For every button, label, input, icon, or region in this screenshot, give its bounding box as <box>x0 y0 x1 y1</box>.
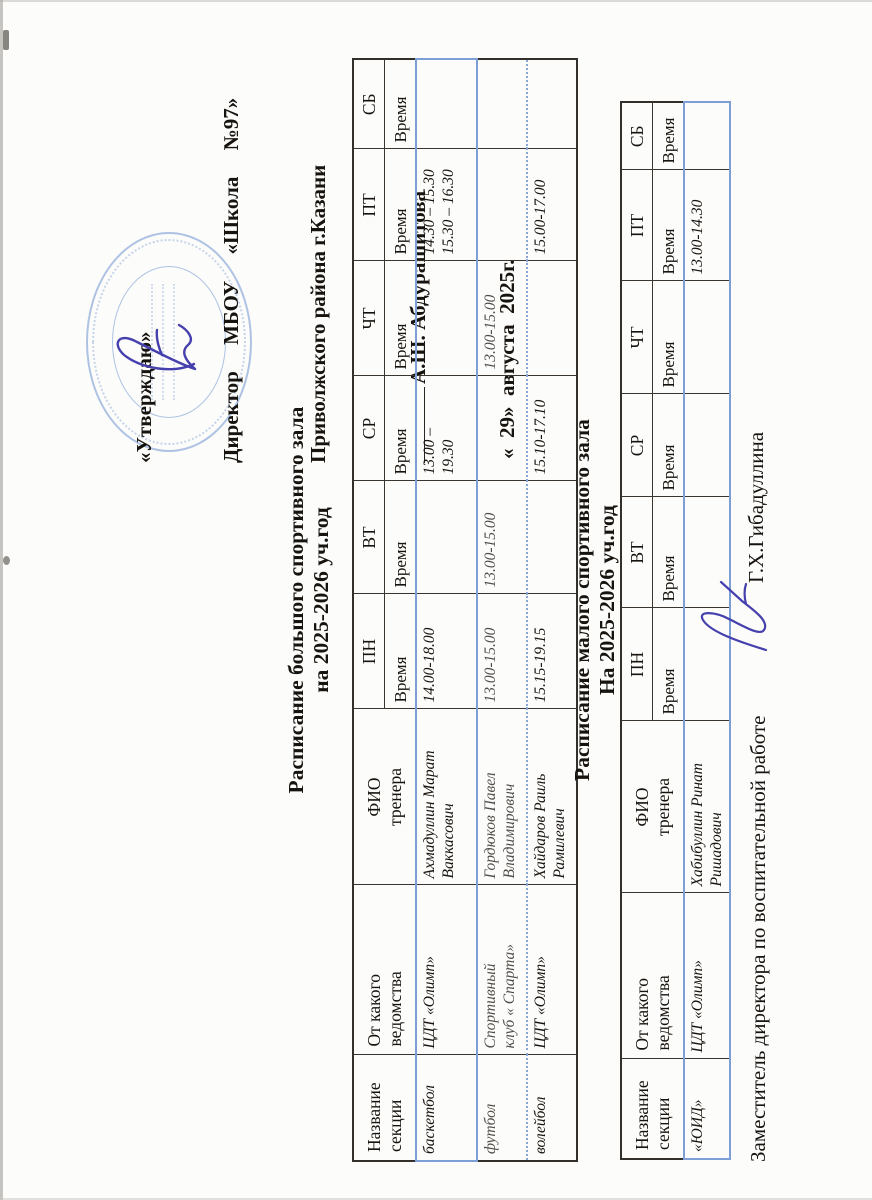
col-header-day-tue: ВТ <box>621 497 653 608</box>
cell-time-mon: 14.00-18.00 <box>416 594 477 709</box>
big-hall-title-line1: Расписание большого спортивного зала <box>284 406 308 794</box>
approval-line-director: Директор МБОУ «Школа №97» <box>219 97 243 463</box>
time-subheader: Время <box>652 394 684 497</box>
cell-time-wed <box>684 394 730 497</box>
big-hall-title: Расписание большого спортивного зала на … <box>284 0 334 1200</box>
cell-time-fri <box>477 149 527 261</box>
cell-time-sat <box>416 59 477 149</box>
big-hall-title-line2: на 2025-2026 уч.год <box>309 507 333 693</box>
col-header-dept: От какого ведомства <box>621 893 684 1059</box>
col-header-day-thu: ЧТ <box>353 261 385 376</box>
time-subheader: Время <box>652 170 684 281</box>
deputy-signature-icon <box>700 580 768 652</box>
cell-time-wed <box>477 376 527 481</box>
cell-dept: ЦДТ «Олимп» <box>684 893 730 1059</box>
cell-trainer: Гордюков Павел Владимирович <box>477 709 527 885</box>
scan-artifact <box>3 556 10 565</box>
big-hall-schedule-table: Название секции От какого ведомства ФИО … <box>352 58 578 1162</box>
cell-time-wed: 13.00 – 19.30 <box>416 376 477 481</box>
col-header-day-fri: ПТ <box>621 170 653 281</box>
deputy-name: Г.Х.Гибадуллина <box>744 431 768 583</box>
time-subheader: Время <box>384 594 416 709</box>
scan-edge-top <box>0 0 872 2</box>
cell-time-fri: 14.30 – 15.30 15.30 – 16.30 <box>416 149 477 261</box>
time-subheader: Время <box>384 261 416 376</box>
cell-section: баскетбол <box>416 1055 477 1161</box>
deputy-title-label: Заместитель директора по воспитательной … <box>746 715 770 1162</box>
col-header-day-wed: СР <box>621 394 653 497</box>
col-header-day-mon: ПН <box>353 594 385 709</box>
col-header-day-sat: СБ <box>621 102 653 170</box>
scan-edge-bottom <box>0 1198 872 1200</box>
time-subheader: Время <box>384 149 416 261</box>
time-subheader: Время <box>384 376 416 481</box>
col-header-day-wed: СР <box>353 376 385 481</box>
cell-time-thu: 13.00-15.00 <box>477 261 527 376</box>
small-hall-title-line1: Расписание малого спортивного зала <box>570 419 594 781</box>
time-subheader: Время <box>652 102 684 170</box>
small-hall-title: Расписание малого спортивного зала На 20… <box>570 0 620 1200</box>
time-subheader: Время <box>652 497 684 608</box>
cell-time-sat <box>684 102 730 170</box>
time-subheader: Время <box>384 481 416 594</box>
col-header-section: Название секции <box>621 1059 684 1159</box>
cell-time-tue <box>416 481 477 594</box>
cell-section: «ЮИД» <box>684 1059 730 1159</box>
cell-time-fri: 13.00-14.30 <box>684 170 730 281</box>
cell-dept: Спортивный клуб « Спарта» <box>477 885 527 1055</box>
small-hall-title-line2: На 2025-2026 уч.год <box>595 505 619 695</box>
director-signature-icon <box>116 323 197 371</box>
time-subheader: Время <box>652 281 684 394</box>
col-header-section: Название секции <box>353 1055 416 1161</box>
col-header-trainer: ФИО тренера <box>621 721 684 893</box>
scan-artifact <box>3 30 9 50</box>
col-header-day-tue: ВТ <box>353 481 385 594</box>
scan-edge-left <box>0 0 3 1200</box>
col-header-day-mon: ПН <box>621 608 653 721</box>
cell-section: футбол <box>477 1055 527 1161</box>
cell-dept: ЦДТ «Олимп» <box>416 885 477 1055</box>
cell-time-thu <box>684 281 730 394</box>
cell-trainer: Ахмадуллин Марат Ваккасович <box>416 709 477 885</box>
cell-time-mon: 13.00-15.00 <box>477 594 527 709</box>
table-row: футбол Спортивный клуб « Спарта» Гордюко… <box>477 59 527 1161</box>
cell-time-tue: 13.00-15.00 <box>477 481 527 594</box>
col-header-dept: От какого ведомства <box>353 885 416 1055</box>
cell-trainer: Хабибуллин Ринат Ришадович <box>684 721 730 893</box>
table-row: баскетбол ЦДТ «Олимп» Ахмадуллин Марат В… <box>416 59 477 1161</box>
col-header-day-fri: ПТ <box>353 149 385 261</box>
time-subheader: Время <box>652 608 684 721</box>
time-subheader: Время <box>384 59 416 149</box>
col-header-day-thu: ЧТ <box>621 281 653 394</box>
cell-time-sat <box>477 59 527 149</box>
col-header-day-sat: СБ <box>353 59 385 149</box>
col-header-trainer: ФИО тренера <box>353 709 416 885</box>
cell-time-thu <box>416 261 477 376</box>
